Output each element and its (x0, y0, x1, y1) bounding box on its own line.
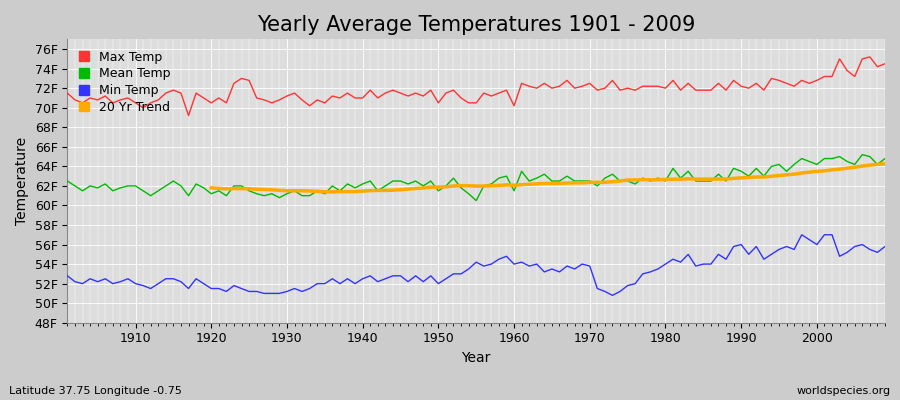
Title: Yearly Average Temperatures 1901 - 2009: Yearly Average Temperatures 1901 - 2009 (257, 15, 696, 35)
X-axis label: Year: Year (462, 351, 490, 365)
Y-axis label: Temperature: Temperature (15, 137, 29, 225)
Legend: Max Temp, Mean Temp, Min Temp, 20 Yr Trend: Max Temp, Mean Temp, Min Temp, 20 Yr Tre… (74, 46, 176, 119)
Text: Latitude 37.75 Longitude -0.75: Latitude 37.75 Longitude -0.75 (9, 386, 182, 396)
Text: worldspecies.org: worldspecies.org (796, 386, 891, 396)
